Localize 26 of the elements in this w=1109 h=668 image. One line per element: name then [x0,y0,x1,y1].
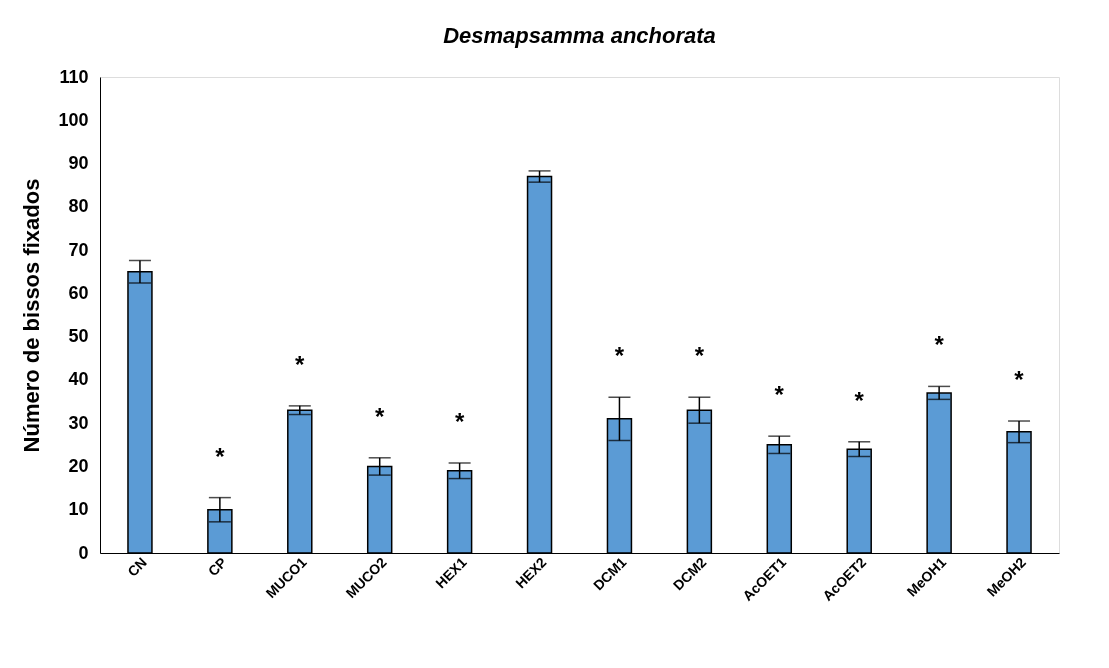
data-label: * [1014,366,1025,394]
data-label: * [774,381,785,409]
data-label: * [375,402,386,430]
y-tick-label: 10 [68,499,89,520]
y-tick-label: 50 [68,326,89,347]
data-label: * [215,442,226,470]
y-tick-label: 30 [68,412,89,433]
data-label: * [614,342,625,370]
y-tick-label: 70 [68,239,89,260]
y-tick-label: 110 [59,66,89,87]
data-label: * [854,386,865,414]
x-tick-label: CP [204,554,230,580]
y-axis-title: Número de bissos fixados [19,178,45,453]
data-label: * [454,407,465,435]
y-tick-label: 80 [68,196,89,217]
x-tick-label: CN [124,554,150,580]
y-tick-label: 0 [78,542,89,563]
data-label: * [934,331,945,359]
y-tick-label: 90 [68,153,89,174]
y-tick-label: 100 [58,109,89,130]
y-tick-label: 40 [68,369,89,390]
y-tick-label: 20 [68,455,89,476]
data-label: * [295,350,306,378]
chart-title: Desmapsamma anchorata [443,23,716,48]
y-tick-label: 60 [68,282,89,303]
data-label: * [694,342,705,370]
